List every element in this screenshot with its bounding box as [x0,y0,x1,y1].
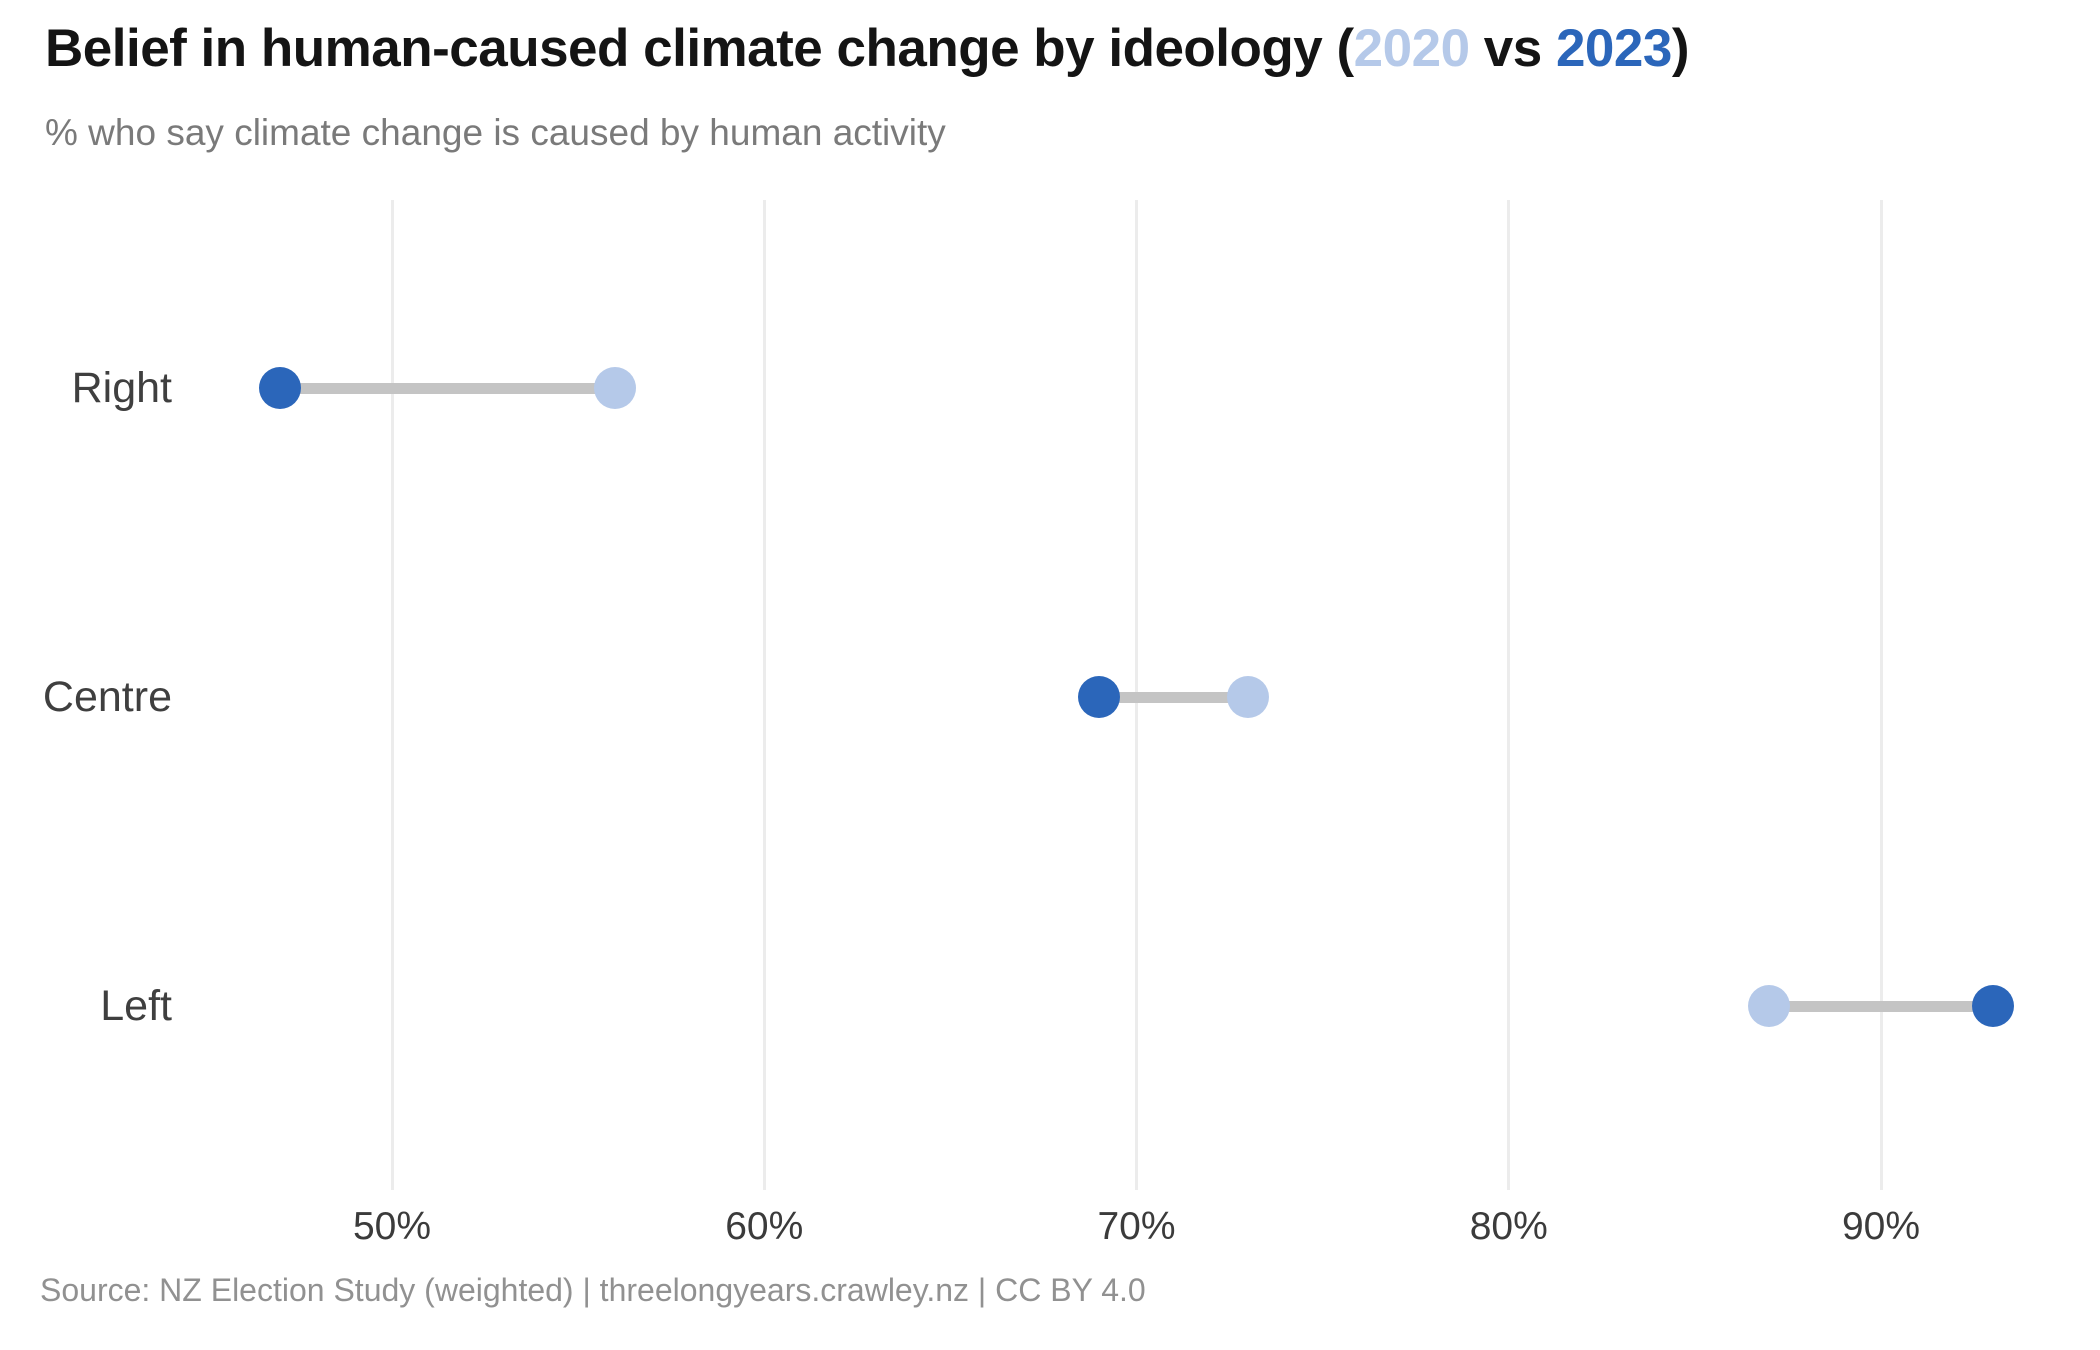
dot-2020-centre [1227,676,1270,718]
source-credit: Source: NZ Election Study (weighted) | t… [40,1272,1146,1308]
x-tick-label: 50% [352,1205,432,1248]
category-label-centre: Centre [42,673,172,721]
gridline-90% [1879,200,1883,1190]
title-vs: vs [1469,19,1556,78]
dumbbell-connector [280,382,616,394]
x-tick-label: 70% [1097,1205,1176,1248]
dot-2023-right [259,367,302,409]
gridline-50% [390,200,394,1190]
x-tick-label: 60% [725,1205,804,1248]
chart-subtitle: % who say climate change is caused by hu… [45,112,946,153]
dot-2023-left [1971,985,2014,1027]
gridline-80% [1507,200,1511,1190]
dumbbell-connector [1769,1000,1993,1012]
dot-2020-right [594,367,637,409]
dot-2023-centre [1078,676,1121,718]
category-label-left: Left [100,982,172,1030]
category-label-right: Right [71,364,172,412]
title-year-2020: 2020 [1353,19,1470,78]
x-tick-label: 90% [1841,1205,1921,1248]
title-year-2023: 2023 [1555,19,1672,78]
chart-title: Belief in human-caused climate change by… [45,18,1690,79]
title-close-paren: ) [1671,19,1690,78]
gridline-60% [762,200,766,1190]
dumbbell-connector [1099,691,1249,703]
x-tick-label: 80% [1469,1205,1548,1248]
dot-2020-left [1748,985,1791,1027]
title-text: Belief in human-caused climate change by… [45,19,1354,78]
